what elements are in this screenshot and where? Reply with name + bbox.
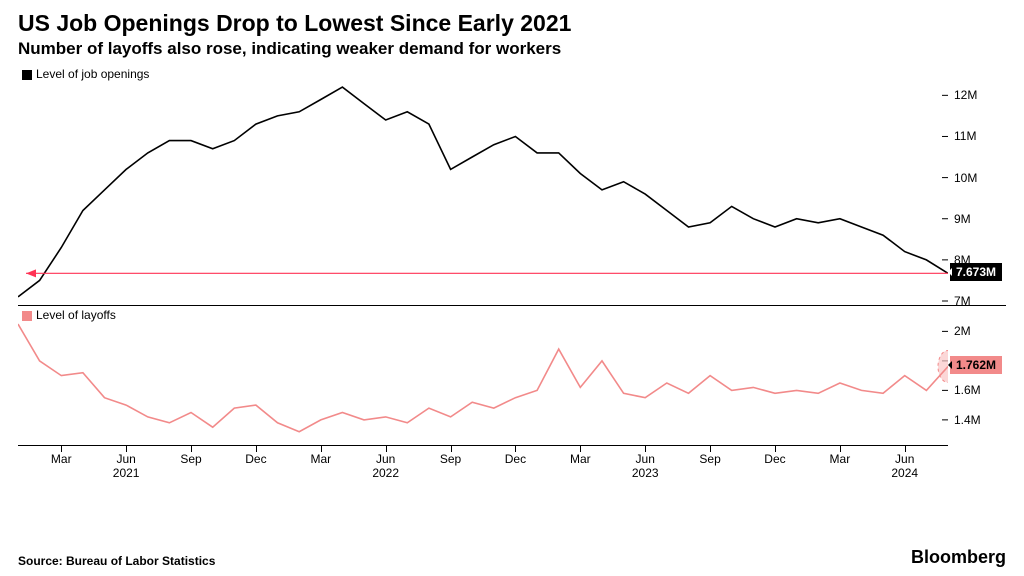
y-tick-label: 1.4M — [954, 413, 981, 427]
chart-area: Level of job openings 7M8M9M10M11M12M 7.… — [18, 65, 1006, 485]
y-tick-label: 1.6M — [954, 383, 981, 397]
x-tick-label: Jun2023 — [632, 452, 659, 480]
x-tick-label: Dec — [764, 452, 785, 466]
chart-subtitle: Number of layoffs also rose, indicating … — [18, 39, 1006, 59]
chart-title: US Job Openings Drop to Lowest Since Ear… — [18, 10, 1006, 37]
y-tick-label: 2M — [954, 324, 971, 338]
y-tick-label: 11M — [954, 129, 976, 143]
x-tick-label: Sep — [440, 452, 461, 466]
y-tick-label: 12M — [954, 88, 977, 102]
x-tick-label: Sep — [699, 452, 720, 466]
callout-layoffs: 1.762M — [950, 356, 1002, 374]
source-label: Source: Bureau of Labor Statistics — [18, 554, 215, 568]
line-chart-job-openings — [18, 65, 948, 305]
x-tick-label: Mar — [570, 452, 591, 466]
bottom-panel: Level of layoffs 1.4M1.6M1.8M2M 1.762M — [18, 305, 1006, 445]
x-tick-label: Mar — [51, 452, 72, 466]
x-tick-label: Mar — [830, 452, 851, 466]
chart-footer: Source: Bureau of Labor Statistics Bloom… — [18, 547, 1006, 568]
x-tick-label: Dec — [505, 452, 526, 466]
y-tick-label: 10M — [954, 171, 977, 185]
x-tick-label: Mar — [310, 452, 331, 466]
x-tick-label: Jun2022 — [372, 452, 399, 480]
x-tick-label: Sep — [180, 452, 201, 466]
top-panel: Level of job openings 7M8M9M10M11M12M 7.… — [18, 65, 1006, 305]
callout-job-openings: 7.673M — [950, 263, 1002, 281]
x-axis: Mar Jun2021 Sep Dec Mar Jun2022 Sep Dec Mar Jun20… — [18, 445, 948, 485]
x-tick-label: Jun2021 — [113, 452, 140, 480]
line-chart-layoffs — [18, 306, 948, 446]
brand-label: Bloomberg — [911, 547, 1006, 568]
y-tick-label: 9M — [954, 212, 971, 226]
x-tick-label: Dec — [245, 452, 266, 466]
x-tick-label: Jun2024 — [891, 452, 918, 480]
